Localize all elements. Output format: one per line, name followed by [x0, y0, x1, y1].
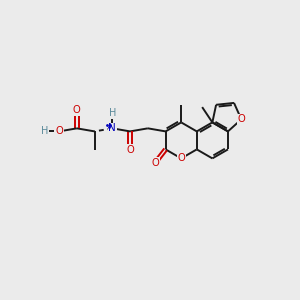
- Text: N: N: [109, 123, 116, 133]
- Text: O: O: [177, 153, 185, 164]
- Text: O: O: [238, 114, 245, 124]
- Text: O: O: [73, 105, 81, 115]
- Text: H: H: [109, 108, 116, 118]
- Text: O: O: [55, 126, 63, 136]
- Text: H: H: [41, 126, 49, 136]
- Text: O: O: [126, 145, 134, 155]
- Text: O: O: [151, 158, 159, 168]
